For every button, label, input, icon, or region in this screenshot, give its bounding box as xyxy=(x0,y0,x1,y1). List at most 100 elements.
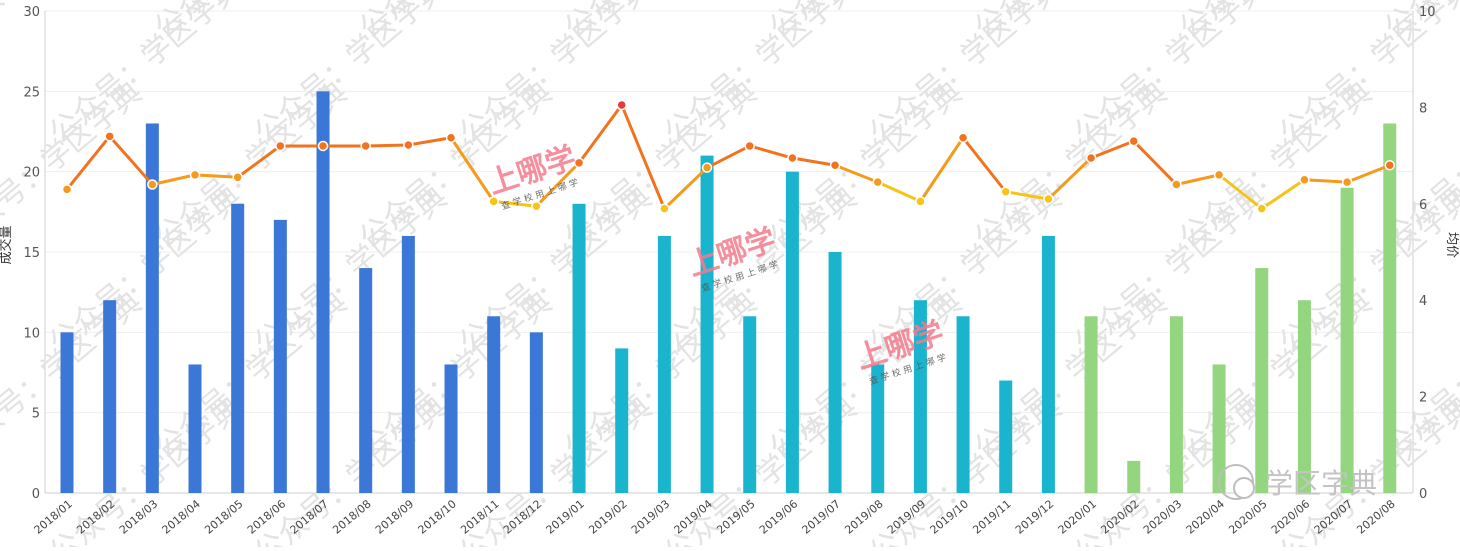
line-point xyxy=(872,176,883,188)
bar xyxy=(785,171,799,493)
bar xyxy=(60,332,74,493)
line-point xyxy=(317,140,329,152)
bar xyxy=(871,364,885,493)
x-tick-label: 2018/10 xyxy=(416,497,459,536)
line-point xyxy=(189,169,201,181)
right-tick-label: 6 xyxy=(1419,198,1427,213)
line-point xyxy=(360,140,371,152)
line-point xyxy=(744,140,755,152)
line-point xyxy=(104,131,115,142)
line-point xyxy=(787,152,798,164)
line-segment xyxy=(406,136,453,147)
line-point xyxy=(573,157,585,169)
line-segment xyxy=(364,143,410,148)
bar xyxy=(1127,460,1141,493)
line-point xyxy=(616,99,627,111)
bar xyxy=(828,252,842,493)
bar xyxy=(145,123,159,493)
bar xyxy=(1297,300,1311,493)
line-point xyxy=(488,196,499,207)
line-point xyxy=(1171,179,1182,190)
line-segment xyxy=(534,161,581,208)
x-tick-label: 2018/04 xyxy=(160,497,203,536)
bar xyxy=(444,364,458,493)
line-segment xyxy=(1004,190,1050,201)
left-tick-label: 5 xyxy=(32,407,40,422)
right-tick-label: 10 xyxy=(1419,5,1436,20)
x-tick-label: 2019/02 xyxy=(586,497,629,536)
line-segment xyxy=(193,173,240,179)
line-segment xyxy=(1302,178,1349,184)
bar xyxy=(359,268,373,493)
x-tick-label: 2019/06 xyxy=(757,497,800,536)
line-point xyxy=(957,132,969,144)
line-point xyxy=(829,159,841,171)
line-segment xyxy=(1345,163,1392,184)
x-tick-label: 2019/12 xyxy=(1013,497,1056,536)
line-point xyxy=(531,200,542,212)
bar xyxy=(657,235,671,493)
line-point xyxy=(275,140,286,152)
corner-logo: 学区字典 xyxy=(1218,464,1377,500)
bar xyxy=(1212,364,1226,493)
bar xyxy=(273,219,287,493)
line-segment xyxy=(1046,156,1093,201)
line-segment xyxy=(961,136,1008,194)
bar xyxy=(1255,268,1269,493)
x-tick-label: 2020/04 xyxy=(1184,497,1227,536)
right-axis-label: 均价 xyxy=(1444,232,1459,258)
line-segment xyxy=(449,136,496,203)
bar xyxy=(956,316,970,493)
line-segment xyxy=(620,103,666,211)
line-point xyxy=(1213,169,1225,181)
bar-series xyxy=(60,91,1397,494)
bar xyxy=(615,348,629,493)
bar xyxy=(316,91,330,493)
bar xyxy=(999,380,1013,493)
price-line-series xyxy=(61,99,1396,214)
grid-lines xyxy=(44,10,1414,494)
bar xyxy=(1383,123,1397,493)
x-tick-label: 2018/05 xyxy=(202,497,245,536)
left-tick-label: 30 xyxy=(23,5,40,20)
line-point xyxy=(659,203,670,214)
x-tick-label: 2019/03 xyxy=(629,497,672,536)
x-tick-label: 2019/11 xyxy=(970,497,1013,536)
left-tick-label: 20 xyxy=(23,166,40,181)
line-segment xyxy=(1132,139,1178,187)
line-point xyxy=(1043,193,1054,205)
corner-logo-text: 学区字典 xyxy=(1265,467,1377,500)
bar xyxy=(700,155,714,493)
line-point xyxy=(1341,176,1353,188)
line-segment xyxy=(492,199,538,208)
wechat-icon-bubble xyxy=(1233,477,1255,499)
line-segment xyxy=(65,134,112,191)
line-segment xyxy=(876,180,922,203)
line-segment xyxy=(918,136,965,203)
watermark-text: 公众号：学区字典 xyxy=(0,0,149,46)
line-segment xyxy=(150,173,197,187)
bar xyxy=(188,364,202,493)
right-tick-label: 8 xyxy=(1419,101,1427,116)
bar xyxy=(1041,235,1055,493)
bar xyxy=(487,316,501,493)
line-segment xyxy=(577,103,624,165)
line-segment xyxy=(1089,139,1136,160)
bar xyxy=(572,203,586,494)
line-point xyxy=(1085,152,1097,164)
x-tick-label: 2020/05 xyxy=(1226,497,1269,536)
bar xyxy=(743,316,757,493)
line-segment xyxy=(748,144,794,160)
bar xyxy=(1084,316,1098,493)
right-tick-label: 2 xyxy=(1419,391,1427,406)
line-point xyxy=(1299,174,1310,185)
line-segment xyxy=(662,166,709,211)
right-tick-label: 4 xyxy=(1419,294,1427,309)
line-point xyxy=(701,162,713,173)
line-segment xyxy=(1260,178,1306,211)
line-point xyxy=(147,179,158,190)
line-point xyxy=(403,139,414,151)
line-segment xyxy=(1217,173,1264,211)
line-segment xyxy=(108,134,154,187)
